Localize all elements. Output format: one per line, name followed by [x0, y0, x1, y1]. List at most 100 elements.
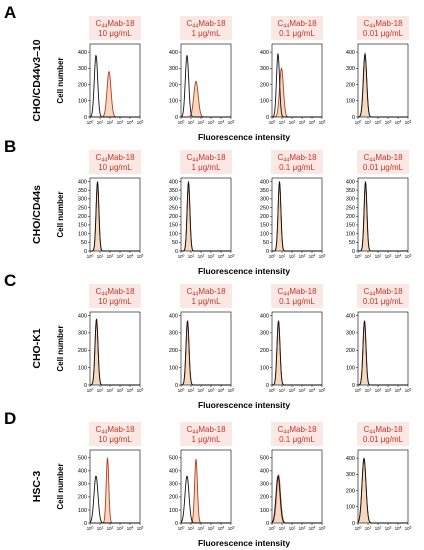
title-highlight — [357, 422, 409, 446]
control-histogram-line — [89, 54, 140, 118]
row-d: D HSC-3 Cell number Fluorescence intensity C… — [4, 409, 411, 548]
x-tick-label: 103 — [117, 119, 124, 125]
x-tick-label: 101 — [279, 119, 286, 125]
x-tick-label: 100 — [355, 119, 362, 125]
y-tick-label: 0 — [266, 115, 269, 121]
x-tick-label: 103 — [385, 387, 392, 393]
x-tick-label: 100 — [178, 525, 185, 531]
y-tick-label: 300 — [260, 66, 269, 72]
y-tick-label: 50 — [172, 240, 178, 246]
y-tick-label: 500 — [260, 456, 269, 462]
y-tick-label: 200 — [78, 495, 87, 501]
row-label: CHO/CD44s — [31, 185, 43, 244]
y-tick-label: 150 — [260, 223, 269, 229]
y-tick-label: 400 — [346, 50, 355, 56]
y-tick-label: 250 — [169, 205, 178, 211]
y-tick-label: 100 — [78, 231, 87, 237]
row-c: C CHO-K1 Cell number Fluorescence intensity… — [4, 271, 411, 410]
x-tick-label: 101 — [97, 525, 104, 531]
x-tick-label: 104 — [395, 525, 402, 531]
y-tick-label: 0 — [84, 115, 87, 121]
x-tick-label: 100 — [269, 119, 276, 125]
concentration-label: 10 μg/mL — [98, 29, 132, 38]
y-tick-label: 0 — [84, 383, 87, 389]
y-tick-label: 0 — [175, 249, 178, 255]
y-tick-label: 100 — [169, 365, 178, 371]
y-tick-label: 0 — [266, 521, 269, 527]
y-tick-label: 300 — [78, 482, 87, 488]
title-highlight — [271, 284, 323, 308]
y-tick-label: 400 — [346, 179, 355, 185]
y-tick-label: 0 — [175, 115, 178, 121]
antibody-title: C44Mab-18 — [95, 153, 135, 164]
x-tick-label: 105 — [137, 119, 144, 125]
concentration-label: 0.1 μg/mL — [279, 29, 315, 38]
y-tick-label: 200 — [260, 82, 269, 88]
plot-frame — [180, 177, 232, 252]
antibody-title: C44Mab-18 — [95, 425, 135, 436]
y-tick-label: 400 — [78, 313, 87, 319]
x-tick-label: 102 — [107, 387, 114, 393]
concentration-label: 0.01 μg/mL — [363, 29, 404, 38]
x-tick-label: 100 — [178, 387, 185, 393]
histogram-panel: C44Mab-180.1 μg/mL 0 50 100 150 200 250 300 350 4… — [260, 150, 326, 259]
y-tick-label: 350 — [169, 188, 178, 194]
treated-histogram-fill — [272, 474, 322, 523]
x-tick-label: 102 — [375, 387, 382, 393]
concentration-label: 1 μg/mL — [191, 163, 221, 172]
y-tick-label: 300 — [346, 66, 355, 72]
y-tick-label: 250 — [78, 205, 87, 211]
y-tick-label: 200 — [78, 82, 87, 88]
x-tick-label: 102 — [289, 119, 296, 125]
concentration-label: 1 μg/mL — [191, 29, 221, 38]
x-tick-label: 102 — [289, 253, 296, 259]
plot-frame — [180, 311, 232, 386]
control-histogram-line — [89, 475, 140, 524]
x-tick-label: 103 — [117, 387, 124, 393]
control-histogram-line — [180, 475, 231, 524]
title-highlight — [357, 16, 409, 40]
x-tick-label: 100 — [269, 253, 276, 259]
x-tick-label: 103 — [117, 253, 124, 259]
treated-histogram-fill — [181, 81, 231, 117]
row-label: CHO-K1 — [31, 328, 43, 368]
treated-histogram-fill — [272, 183, 322, 251]
y-tick-label: 300 — [169, 197, 178, 203]
y-tick-label: 200 — [78, 214, 87, 220]
y-tick-label: 0 — [84, 521, 87, 527]
concentration-label: 0.1 μg/mL — [279, 297, 315, 306]
x-tick-label: 104 — [309, 525, 316, 531]
x-tick-label: 102 — [198, 387, 205, 393]
x-tick-label: 101 — [279, 525, 286, 531]
y-tick-label: 400 — [78, 469, 87, 475]
y-tick-label: 100 — [169, 508, 178, 514]
x-tick-label: 105 — [405, 119, 412, 125]
x-tick-label: 104 — [218, 253, 225, 259]
y-tick-label: 100 — [260, 99, 269, 105]
treated-histogram-fill — [358, 321, 408, 385]
y-tick-label: 200 — [169, 214, 178, 220]
x-tick-label: 102 — [107, 525, 114, 531]
control-histogram-line — [180, 54, 231, 118]
x-tick-label: 103 — [208, 253, 215, 259]
y-tick-label: 300 — [346, 472, 355, 478]
y-tick-label: 300 — [78, 66, 87, 72]
y-tick-label: 0 — [352, 521, 355, 527]
plot-frame — [271, 177, 323, 252]
y-tick-label: 400 — [169, 179, 178, 185]
y-tick-label: 300 — [346, 331, 355, 337]
y-axis-label: Cell number — [56, 325, 65, 371]
title-highlight — [357, 284, 409, 308]
x-axis-label: Fluorescence intensity — [198, 538, 290, 548]
title-highlight — [89, 284, 141, 308]
x-tick-label: 105 — [405, 525, 412, 531]
antibody-title: C44Mab-18 — [186, 425, 226, 436]
concentration-label: 10 μg/mL — [98, 297, 132, 306]
y-tick-label: 100 — [78, 365, 87, 371]
x-tick-label: 105 — [319, 253, 326, 259]
histogram-panel: C44Mab-181 μg/mL 0 50 100 150 200 250 300 350 400… — [169, 150, 234, 259]
title-highlight — [271, 16, 323, 40]
x-tick-label: 105 — [137, 253, 144, 259]
